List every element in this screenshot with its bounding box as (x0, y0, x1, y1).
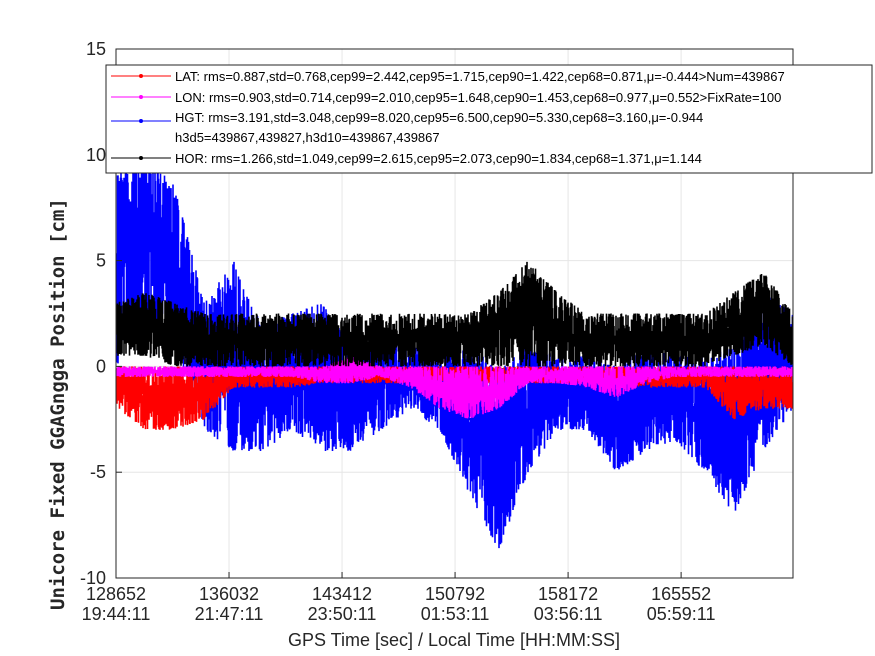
x-tick-label-local: 05:59:11 (647, 604, 716, 624)
legend-label-hor: HOR: rms=1.266,std=1.049,cep99=2.615,cep… (175, 151, 702, 166)
x-tick-label-local: 03:56:11 (534, 604, 603, 624)
y-tick-label: 0 (96, 356, 106, 376)
legend-marker-lat (139, 74, 143, 78)
x-tick-label-gps: 136032 (199, 584, 259, 604)
x-tick-label-gps: 165552 (651, 584, 711, 604)
x-tick-label-gps: 150792 (425, 584, 485, 604)
legend-label-lon: LON: rms=0.903,std=0.714,cep99=2.010,cep… (175, 90, 781, 105)
x-tick-label-gps: 158172 (538, 584, 598, 604)
series-hor (116, 261, 794, 367)
legend-box (105, 64, 873, 174)
legend-marker-hgt (139, 119, 143, 123)
legend[interactable]: LAT: rms=0.887,std=0.768,cep99=2.442,cep… (105, 64, 873, 174)
x-tick-label-local: 01:53:11 (421, 604, 490, 624)
legend-label-hgt-extra: h3d5=439867,439827,h3d10=439867,439867 (175, 130, 440, 145)
y-axis-label: Unicore Fixed GGAGngga Position [cm] (47, 198, 69, 610)
x-tick-label-gps: 143412 (312, 584, 372, 604)
x-axis-label: GPS Time [sec] / Local Time [HH:MM:SS] (288, 630, 620, 650)
legend-marker-lon (139, 95, 143, 99)
y-tick-label: 15 (86, 39, 106, 59)
x-tick-label-local: 19:44:11 (82, 604, 151, 624)
x-tick-label-local: 23:50:11 (308, 604, 377, 624)
legend-label-lat: LAT: rms=0.887,std=0.768,cep99=2.442,cep… (175, 69, 785, 84)
legend-label-hgt: HGT: rms=3.191,std=3.048,cep99=8.020,cep… (175, 110, 703, 125)
x-tick-label-gps: 128652 (86, 584, 146, 604)
series-layer (116, 156, 794, 549)
y-tick-label: -5 (90, 462, 106, 482)
x-tick-label-local: 21:47:11 (195, 604, 264, 624)
legend-marker-hor (139, 156, 143, 160)
series-lon (116, 356, 794, 419)
plot-frame (115, 48, 794, 579)
y-tick-label: -10 (80, 568, 106, 588)
y-tick-label: 5 (96, 251, 106, 271)
y-tick-label: 10 (86, 145, 106, 165)
y-ticks: -10 -5 0 5 10 15 (80, 39, 122, 588)
